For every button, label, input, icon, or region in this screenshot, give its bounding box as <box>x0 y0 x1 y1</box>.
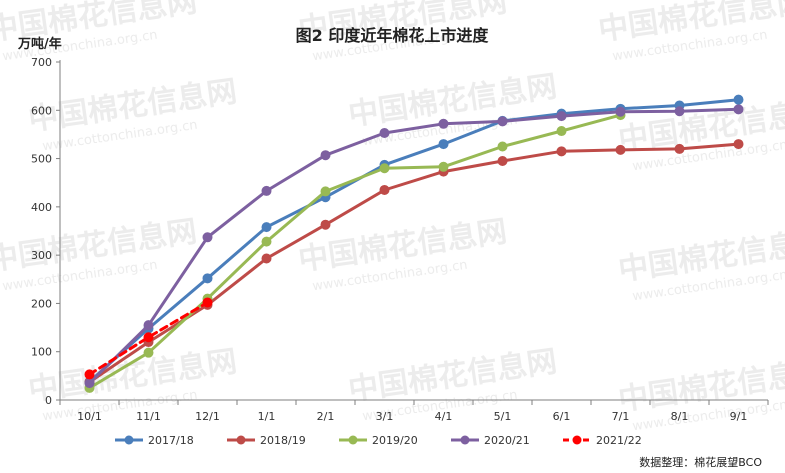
x-tick-label: 4/1 <box>435 410 453 423</box>
data-point <box>733 139 744 150</box>
series-2020-21 <box>84 104 744 389</box>
data-point <box>438 161 449 172</box>
series-2021-22 <box>84 297 213 380</box>
data-point <box>261 185 272 196</box>
legend-item: 2018/19 <box>227 434 306 447</box>
data-point <box>143 347 154 358</box>
legend-swatch-marker <box>572 435 582 445</box>
legend-label: 2021/22 <box>596 434 642 447</box>
data-point <box>497 141 508 152</box>
y-tick-label: 400 <box>31 201 52 214</box>
legend-swatch-marker <box>236 435 246 445</box>
data-point <box>438 139 449 150</box>
data-point <box>261 236 272 247</box>
data-point <box>497 116 508 127</box>
chart-title: 图2 印度近年棉花上市进度 <box>296 26 490 45</box>
data-point <box>320 150 331 161</box>
y-tick-label: 0 <box>45 394 52 407</box>
data-point <box>674 106 685 117</box>
data-point <box>379 163 390 174</box>
y-tick-label: 500 <box>31 153 52 166</box>
y-tick-label: 200 <box>31 297 52 310</box>
legend: 2017/18 2018/19 2019/20 2020/21 2021/22 <box>115 434 642 447</box>
legend-swatch-marker <box>460 435 470 445</box>
series-line <box>88 107 740 385</box>
data-point <box>202 273 213 284</box>
legend-label: 2017/18 <box>148 434 194 447</box>
x-tick-label: 10/1 <box>77 410 102 423</box>
data-point <box>733 94 744 105</box>
source-note: 数据整理：棉花展望BCO <box>639 455 762 469</box>
x-tick-label: 3/1 <box>376 410 394 423</box>
y-axis-unit-label: 万吨/年 <box>17 36 62 52</box>
y-tick-label: 100 <box>31 346 52 359</box>
data-point <box>320 219 331 230</box>
data-point <box>438 118 449 129</box>
x-tick-label: 11/1 <box>136 410 161 423</box>
series-line <box>88 98 740 384</box>
legend-item: 2021/22 <box>563 434 642 447</box>
data-point <box>556 111 567 122</box>
legend-item: 2017/18 <box>115 434 194 447</box>
data-point <box>615 106 626 117</box>
series-2019-20 <box>84 110 626 393</box>
legend-label: 2020/21 <box>484 434 530 447</box>
axes: 0 100 200 300 400 500 600 700 10/1 11/1 12/1 1/1 2/1… <box>31 56 769 423</box>
data-point <box>261 222 272 233</box>
legend-item: 2019/20 <box>339 434 418 447</box>
x-tick-label: 9/1 <box>730 410 748 423</box>
data-point <box>556 126 567 137</box>
y-tick-label: 600 <box>31 104 52 117</box>
x-tick-label: 6/1 <box>553 410 571 423</box>
data-point <box>261 253 272 264</box>
x-tick-label: 5/1 <box>494 410 512 423</box>
y-tick-label: 700 <box>31 56 52 69</box>
data-point <box>143 320 154 331</box>
data-point <box>143 332 154 343</box>
data-point <box>733 104 744 115</box>
data-point <box>379 127 390 138</box>
data-point <box>556 146 567 157</box>
data-point <box>84 378 95 389</box>
data-point <box>674 143 685 154</box>
data-point <box>497 155 508 166</box>
x-tick-label: 7/1 <box>612 410 630 423</box>
data-point <box>615 144 626 155</box>
legend-label: 2018/19 <box>260 434 306 447</box>
series-line <box>88 301 209 376</box>
series-layer <box>84 94 744 393</box>
x-tick-label: 2/1 <box>317 410 335 423</box>
data-point <box>320 186 331 197</box>
legend-item: 2020/21 <box>451 434 530 447</box>
series-2018-19 <box>84 139 744 388</box>
x-tick-label: 12/1 <box>195 410 220 423</box>
data-point <box>379 184 390 195</box>
x-tick-label: 8/1 <box>671 410 689 423</box>
series-line <box>88 142 740 384</box>
x-tick-label: 1/1 <box>258 410 276 423</box>
legend-label: 2019/20 <box>372 434 418 447</box>
data-point <box>202 232 213 243</box>
y-tick-label: 300 <box>31 249 52 262</box>
series-line <box>88 113 622 390</box>
data-point <box>202 297 213 308</box>
data-point <box>84 369 95 380</box>
legend-swatch-marker <box>124 435 134 445</box>
legend-swatch-marker <box>348 435 358 445</box>
